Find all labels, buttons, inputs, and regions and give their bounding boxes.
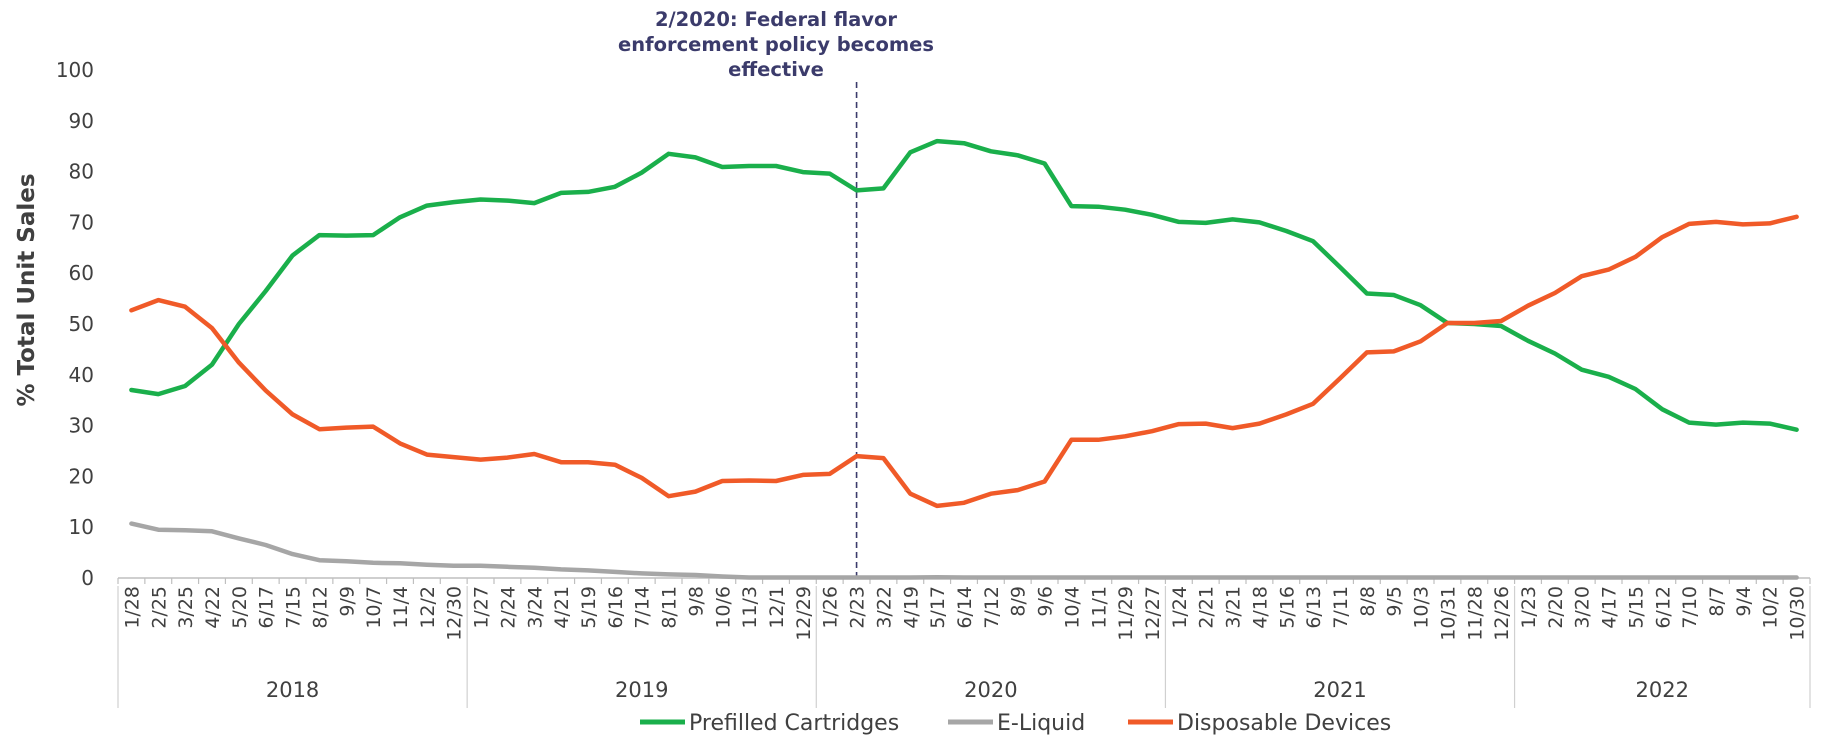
x-tick-label: 3/22 [873, 586, 895, 629]
x-tick-label: 9/5 [1384, 586, 1406, 617]
x-tick-label: 7/12 [981, 586, 1003, 629]
x-tick-label: 6/17 [256, 586, 278, 629]
x-tick-label: 10/3 [1411, 586, 1433, 629]
x-tick-label: 3/21 [1223, 586, 1245, 629]
x-tick-label: 2/24 [497, 586, 519, 629]
x-axis: 1/28 2/25 3/25 4/22 5/20 6/17 7/15 8/12 9/9 10/7 1… [117, 577, 1811, 708]
x-tick-label: 12/30 [444, 586, 466, 641]
y-tick-label-90: 90 [69, 109, 94, 133]
x-tick-label: 7/10 [1679, 586, 1701, 629]
year-label-2018: 2018 [266, 678, 319, 702]
x-tick-label: 6/16 [605, 586, 627, 629]
x-tick-label: 12/26 [1491, 586, 1513, 641]
x-tick-label: 9/4 [1733, 586, 1755, 617]
y-tick-label-30: 30 [69, 414, 94, 438]
y-axis-label: % Total Unit Sales [14, 173, 40, 406]
x-tick-label: 3/25 [175, 586, 197, 629]
x-tick-label: 10/4 [1061, 586, 1083, 629]
x-tick-label: 1/27 [471, 586, 493, 629]
x-tick-label: 8/7 [1706, 586, 1728, 617]
x-tick-label: 9/6 [1035, 586, 1057, 617]
x-tick-label: 6/12 [1652, 586, 1674, 629]
x-tick-label: 4/21 [551, 586, 573, 629]
x-tick-label: 1/23 [1518, 586, 1540, 629]
x-tick-label: 8/11 [659, 586, 681, 629]
x-tick-label: 6/13 [1303, 586, 1325, 629]
x-tick-label: 7/14 [632, 586, 654, 629]
y-tick-label-80: 80 [69, 160, 94, 184]
x-tick-label: 9/9 [336, 586, 358, 617]
y-tick-label-50: 50 [69, 312, 94, 336]
y-tick-label-0: 0 [81, 566, 94, 590]
series-line-disposable-devices [129, 214, 1799, 509]
series-line-e-liquid [129, 521, 1799, 580]
x-tick-label: 1/28 [121, 586, 143, 629]
x-tick-label: 2/23 [847, 586, 869, 629]
year-label-2021: 2021 [1313, 678, 1366, 702]
x-tick-label: 11/28 [1464, 586, 1486, 641]
x-tick-label: 6/14 [954, 586, 976, 629]
x-tick-label: 5/15 [1625, 586, 1647, 629]
x-tick-label: 10/30 [1787, 586, 1809, 641]
year-label-2020: 2020 [964, 678, 1017, 702]
x-tick-label: 11/3 [739, 586, 761, 629]
x-tick-label: 5/16 [1276, 586, 1298, 629]
x-tick-label: 10/7 [363, 586, 385, 629]
y-tick-label-100: 100 [56, 58, 94, 82]
legend-label-e-liquid: E-Liquid [997, 711, 1085, 736]
x-tick-label: 12/27 [1142, 586, 1164, 641]
y-tick-label-60: 60 [69, 261, 94, 285]
x-tick-label: 12/29 [793, 586, 815, 641]
x-tick-label: 3/24 [524, 586, 546, 629]
x-tick-label: 2/21 [1196, 586, 1218, 629]
y-tick-label-40: 40 [69, 363, 94, 387]
year-label-2022: 2022 [1636, 678, 1689, 702]
x-tick-label: 1/24 [1169, 586, 1191, 629]
x-tick-label: 7/11 [1330, 586, 1352, 629]
x-tick-label: 5/17 [927, 586, 949, 629]
x-tick-label: 12/1 [766, 586, 788, 629]
annotation-label: 2/2020: Federal flavor enforcement policy… [618, 8, 934, 81]
x-tick-label: 7/15 [283, 586, 305, 629]
x-tick-label: 10/6 [712, 586, 734, 629]
y-tick-label-70: 70 [69, 210, 94, 234]
x-tick-label: 4/18 [1249, 586, 1271, 629]
x-tick-label: 2/20 [1545, 586, 1567, 629]
x-tick-label: 12/2 [417, 586, 439, 629]
x-tick-label: 11/1 [1088, 586, 1110, 629]
x-tick-label: 4/22 [202, 586, 224, 629]
y-tick-label-20: 20 [69, 464, 94, 488]
series-layer [129, 138, 1799, 580]
x-tick-label: 10/31 [1437, 586, 1459, 641]
annotation-layer: 2/2020: Federal flavor enforcement policy… [618, 8, 934, 578]
x-tick-label: 1/26 [820, 586, 842, 629]
x-tick-label: 8/9 [1008, 586, 1030, 617]
year-label-2019: 2019 [615, 678, 668, 702]
x-tick-label: 2/25 [148, 586, 170, 629]
x-tick-label: 8/8 [1357, 586, 1379, 617]
x-tick-label: 11/4 [390, 586, 412, 629]
y-tick-label-10: 10 [69, 515, 94, 539]
x-tick-label: 8/12 [309, 586, 331, 629]
legend: Prefilled Cartridges E-Liquid Disposable D… [640, 711, 1391, 736]
legend-label-disposable-devices: Disposable Devices [1177, 711, 1391, 736]
x-tick-label: 3/20 [1572, 586, 1594, 629]
x-tick-label: 9/8 [685, 586, 707, 617]
legend-label-prefilled-cartridges: Prefilled Cartridges [689, 711, 899, 736]
x-tick-label: 11/29 [1115, 586, 1137, 641]
series-line-prefilled-cartridges [129, 138, 1799, 432]
x-tick-label: 4/17 [1599, 586, 1621, 629]
y-axis: 0 10 20 30 40 50 60 70 80 90 100 [56, 58, 94, 590]
x-tick-label: 4/19 [900, 586, 922, 629]
x-tick-label: 5/19 [578, 586, 600, 629]
x-tick-label: 10/2 [1760, 586, 1782, 629]
x-tick-label: 5/20 [229, 586, 251, 629]
